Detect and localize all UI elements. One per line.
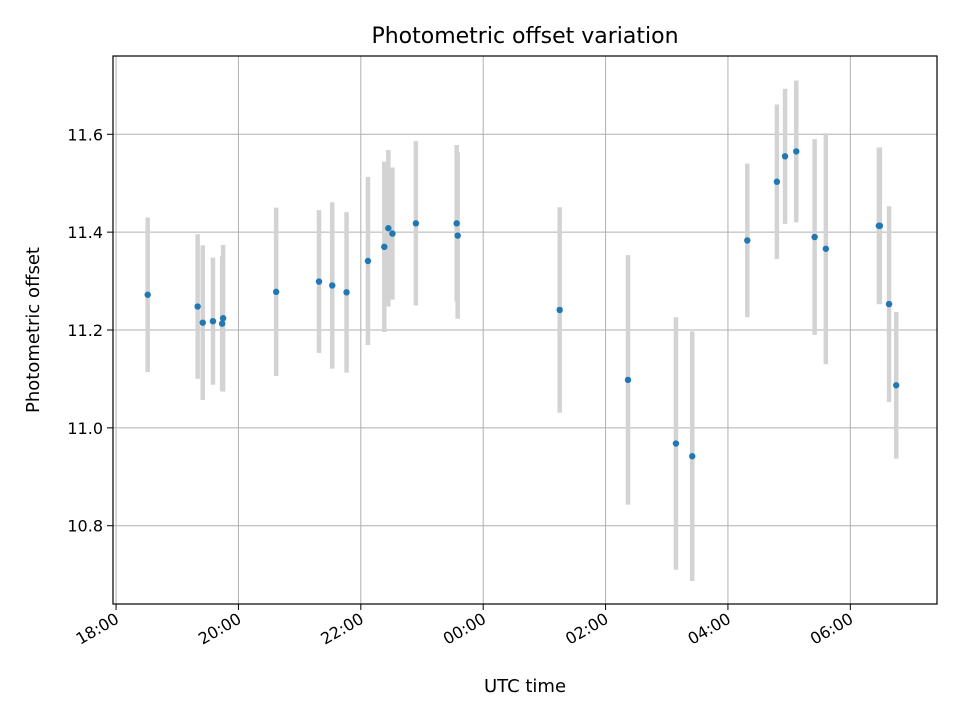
- data-point: [219, 315, 227, 322]
- data-point: [885, 300, 893, 308]
- chart-title: Photometric offset variation: [371, 24, 678, 49]
- data-point: [315, 278, 323, 285]
- data-point: [624, 376, 632, 384]
- data-point: [272, 288, 280, 296]
- data-point: [209, 317, 217, 325]
- data-point: [194, 303, 201, 310]
- data-point: [744, 237, 751, 244]
- data-point: [389, 230, 396, 237]
- y-tick-label: 11.6: [67, 125, 103, 144]
- y-tick-label: 11.4: [67, 223, 103, 242]
- grid: [113, 56, 937, 604]
- data-point: [454, 232, 461, 239]
- data-point: [689, 453, 696, 460]
- data-point: [781, 153, 789, 160]
- data-point: [144, 291, 151, 298]
- data-point: [385, 225, 392, 232]
- data-point: [218, 320, 226, 327]
- y-axis-ticks: 10.8 11.0 11.2 11.4 11.6: [67, 125, 113, 536]
- data-point: [343, 289, 350, 296]
- data-point: [822, 245, 830, 252]
- data-point: [793, 148, 800, 155]
- data-point: [199, 319, 206, 326]
- data-point: [364, 257, 372, 265]
- y-tick-label: 10.8: [67, 517, 103, 536]
- data-point: [381, 243, 388, 251]
- x-axis-label: UTC time: [484, 676, 566, 697]
- y-axis-label: Photometric offset: [23, 247, 44, 413]
- data-points: [144, 148, 900, 460]
- data-point: [876, 222, 884, 229]
- data-point: [556, 306, 563, 314]
- data-point: [893, 382, 900, 389]
- data-point: [453, 220, 460, 227]
- data-point: [672, 440, 680, 447]
- data-point: [811, 233, 818, 241]
- y-tick-label: 11.2: [67, 321, 103, 340]
- data-point: [773, 178, 781, 185]
- data-point: [412, 220, 420, 227]
- data-point: [329, 282, 336, 289]
- y-tick-label: 11.0: [67, 419, 103, 438]
